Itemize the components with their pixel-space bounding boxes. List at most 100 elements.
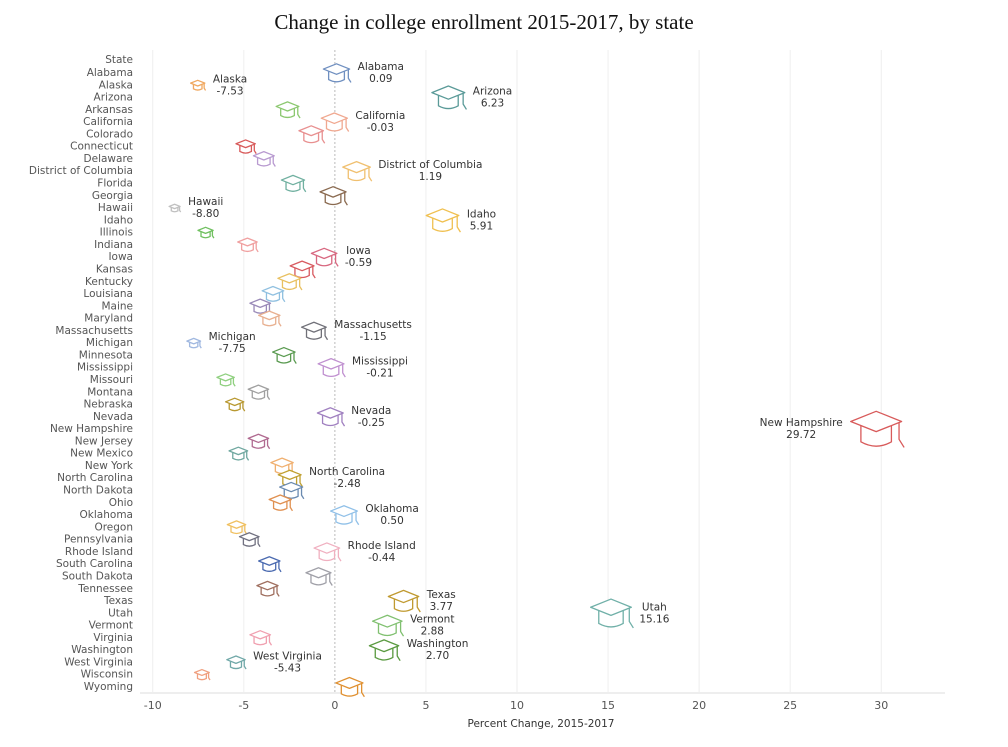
grid [152,50,882,693]
y-tick-label: Maine [101,300,133,312]
annotation: Rhode Island-0.44 [348,540,416,564]
cap-cup [277,354,290,363]
cap-tassel [243,402,245,411]
data-label: -5.43 [274,662,301,674]
cap-board [253,152,274,160]
cap-cup [323,366,339,376]
cap-board [238,238,257,246]
annotation-name: New Hampshire [760,417,843,429]
cap-tassel [303,181,305,192]
cap-cup [281,108,295,117]
cap-cup [861,426,892,447]
annotation-name: District of Columbia [378,159,482,171]
cap-tassel [338,549,341,562]
cap-marker [253,152,275,167]
cap-marker [278,274,302,290]
annotation-name: Hawaii [188,196,223,208]
y-tick-label: Kansas [96,263,133,275]
cap-tassel [899,423,904,448]
cap-tassel [298,107,300,118]
cap-board [198,227,213,233]
cap-board [257,581,278,589]
y-tick-label: Illinois [100,227,133,239]
x-tick-label: -5 [238,699,249,712]
cap-tassel [343,364,346,377]
cap-cup [263,317,276,326]
cap-tassel [209,673,210,680]
cap-cup [341,685,357,696]
y-tick-label: Texas [103,595,133,607]
annotation-name: West Virginia [253,650,322,662]
cap-board [320,187,346,197]
data-label: 0.09 [369,73,392,85]
data-label: -8.80 [192,208,219,220]
data-label: -2.48 [334,478,361,490]
cap-board [314,543,340,553]
cap-tassel [325,328,327,340]
cap-marker [343,162,372,182]
annotation-name: Alabama [358,61,404,73]
y-tick-label: Ohio [109,497,133,509]
annotation-name: Oklahoma [365,503,418,515]
cap-tassel [369,168,372,182]
cap-board [318,359,344,369]
cap-marker [851,411,904,447]
cap-marker [227,656,246,669]
cap-cup [311,575,326,585]
x-tick-label: 25 [783,699,797,712]
cap-tassel [457,216,460,232]
y-tick-label: Delaware [84,153,133,165]
cap-board [259,311,280,320]
cap-cup [240,145,252,153]
cap-marker [259,311,281,326]
cap-marker [373,615,404,636]
cap-tassel [302,488,304,499]
y-tick-label: Rhode Island [65,546,133,558]
cap-cup [261,587,274,596]
cap-tassel [277,586,279,596]
cap-marker [432,86,467,109]
cap-cup [323,415,339,425]
cap-cup [220,379,230,386]
y-tick-label: Nevada [93,411,133,423]
cap-cup [319,550,334,560]
cap-board [276,102,299,111]
cap-marker [299,126,325,143]
cap-board [239,533,259,541]
cap-marker [336,678,364,697]
annotation: Iowa-0.59 [345,245,372,269]
cap-board [317,408,343,418]
cap-marker [317,408,344,426]
y-tick-label: Nebraska [83,399,133,411]
cap-cup [438,95,458,108]
data-label: 3.77 [430,601,453,613]
cap-cup [230,661,241,668]
annotation-name: Arizona [473,86,512,98]
y-tick-label: West Virginia [64,656,133,668]
y-tick-label: Idaho [104,214,133,226]
data-label: 29.72 [786,429,816,441]
cap-marker [227,521,246,534]
cap-board [311,248,336,258]
cap-marker [262,286,285,301]
cap-cup [229,403,240,410]
cap-marker [281,175,305,191]
cap-marker [426,209,460,232]
cap-cup [231,526,242,533]
y-tick-label: Louisiana [83,288,133,300]
cap-cup [274,501,287,510]
cap-marker [169,204,181,212]
cap-tassel [300,279,302,290]
cap-marker [591,599,634,628]
cap-tassel [313,266,315,278]
data-label: -0.44 [368,552,395,564]
cap-board [248,385,268,393]
y-tick-label: Utah [108,607,133,619]
data-label: 1.19 [419,171,442,183]
cap-board [302,322,327,332]
